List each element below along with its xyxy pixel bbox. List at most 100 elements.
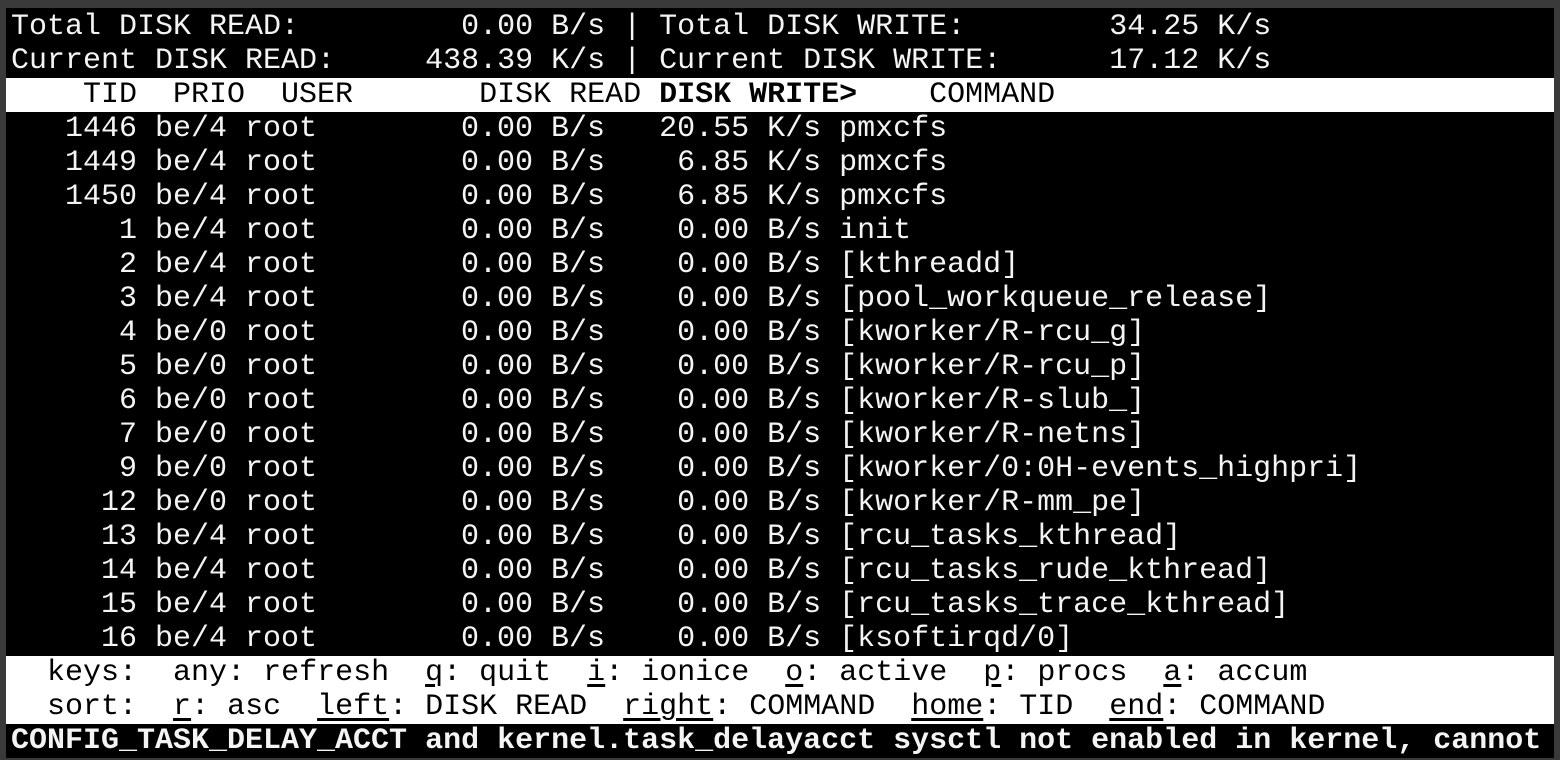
disk-write-cell: 6.85 K/s [677,146,822,180]
tid-cell: 1 [119,214,138,248]
help-text: : ionice [605,656,750,690]
status-message: CONFIG_TASK_DELAY_ACCT and kernel.task_d… [11,724,1542,758]
tid-cell: 6 [119,384,138,418]
user-cell: root [245,180,318,214]
process-row[interactable]: 16 be/4 root 0.00 B/s 0.00 B/s [ksoftirqd/0] [11,622,1073,656]
process-row[interactable]: 1446 be/4 root 0.00 B/s 20.55 K/s pmxcfs [11,112,947,146]
command-cell: [kworker/R-rcu_p] [839,350,1146,384]
disk-write-cell: 0.00 B/s [677,622,822,656]
current-write-label: Current DISK WRITE: [659,44,1002,78]
help-key[interactable]: any [173,656,228,690]
command-cell: [rcu_tasks_kthread] [839,520,1182,554]
process-row[interactable]: 13 be/4 root 0.00 B/s 0.00 B/s [rcu_tasks_kth… [11,520,1181,554]
process-row[interactable]: 5 be/0 root 0.00 B/s 0.00 B/s [kworker/R-rcu_… [11,350,1145,384]
command-cell: [ksoftirqd/0] [839,622,1074,656]
help-key[interactable]: o [785,656,804,690]
column-disk-write[interactable]: DISK WRITE> [659,78,858,112]
help-key[interactable]: q [425,656,444,690]
column-user[interactable]: USER [281,78,354,112]
column-disk-read[interactable]: DISK READ [479,78,642,112]
process-row[interactable]: 9 be/0 root 0.00 B/s 0.00 B/s [kworker/0:0H-e… [11,452,1361,486]
command-cell: [kthreadd] [839,248,1020,282]
disk-read-cell: 0.00 B/s [461,180,606,214]
prio-cell: be/4 [155,520,228,554]
help-item-any[interactable]: any: refresh [173,656,389,690]
command-cell: init [839,214,912,248]
disk-write-cell: 0.00 B/s [677,486,822,520]
column-command[interactable]: COMMAND [929,78,1056,112]
help-key[interactable]: home [911,690,984,724]
help-item-left[interactable]: left: DISK READ [317,690,587,724]
help-text: : COMMAND [1163,690,1326,724]
disk-write-cell: 0.00 B/s [677,350,822,384]
tid-cell: 9 [119,452,138,486]
prio-cell: be/4 [155,146,228,180]
help-item-a[interactable]: a: accum [1163,656,1307,690]
disk-read-cell: 0.00 B/s [461,520,606,554]
prio-cell: be/0 [155,486,228,520]
disk-write-cell: 6.85 K/s [677,180,822,214]
process-row[interactable]: 14 be/4 root 0.00 B/s 0.00 B/s [rcu_tasks_rud… [11,554,1271,588]
disk-read-cell: 0.00 B/s [461,418,606,452]
help-key[interactable]: left [317,690,390,724]
total-read-value: 0.00 B/s [461,10,606,44]
disk-read-cell: 0.00 B/s [461,146,606,180]
help-item-end[interactable]: end: COMMAND [1109,690,1325,724]
process-row[interactable]: 15 be/4 root 0.00 B/s 0.00 B/s [rcu_tasks_tra… [11,588,1289,622]
help-item-o[interactable]: o: active [785,656,947,690]
process-row[interactable]: 2 be/4 root 0.00 B/s 0.00 B/s [kthreadd] [11,248,1019,282]
iotop-terminal[interactable]: Total DISK READ: 0.00 B/s | Total DISK WR… [6,8,1554,758]
tid-cell: 2 [119,248,138,282]
help-text: : active [803,656,948,690]
prio-cell: be/4 [155,248,228,282]
help-item-r[interactable]: r: asc [173,690,281,724]
column-tid[interactable]: TID [83,78,138,112]
process-row[interactable]: 3 be/4 root 0.00 B/s 0.00 B/s [pool_workqueue… [11,282,1271,316]
keys-label: keys: [47,656,138,690]
tid-cell: 12 [101,486,138,520]
disk-write-cell: 0.00 B/s [677,248,822,282]
current-read: Current DISK READ: 438.39 K/s [11,44,605,78]
process-row[interactable]: 4 be/0 root 0.00 B/s 0.00 B/s [kworker/R-rcu_… [11,316,1145,350]
process-row[interactable]: 12 be/0 root 0.00 B/s 0.00 B/s [kworker/R-mm_… [11,486,1145,520]
help-key[interactable]: r [173,690,192,724]
prio-cell: be/0 [155,350,228,384]
help-item-home[interactable]: home: TID [911,690,1073,724]
tid-cell: 5 [119,350,138,384]
separator: | [623,10,642,44]
user-cell: root [245,622,318,656]
disk-read-cell: 0.00 B/s [461,622,606,656]
disk-write-cell: 0.00 B/s [677,554,822,588]
help-item-p[interactable]: p: procs [983,656,1127,690]
process-row[interactable]: 7 be/0 root 0.00 B/s 0.00 B/s [kworker/R-netn… [11,418,1145,452]
disk-read-cell: 0.00 B/s [461,316,606,350]
disk-read-cell: 0.00 B/s [461,452,606,486]
help-key[interactable]: right [623,690,714,724]
user-cell: root [245,316,318,350]
help-key[interactable]: end [1109,690,1164,724]
total-io-line: Total DISK READ: 0.00 B/s | Total DISK WR… [11,10,1271,44]
disk-write-cell: 0.00 B/s [677,520,822,554]
process-row[interactable]: 1 be/4 root 0.00 B/s 0.00 B/s init [11,214,911,248]
process-row[interactable]: 1449 be/4 root 0.00 B/s 6.85 K/s pmxcfs [11,146,947,180]
tid-cell: 1449 [65,146,138,180]
help-key[interactable]: p [983,656,1002,690]
prio-cell: be/4 [155,282,228,316]
help-text: : DISK READ [389,690,588,724]
command-cell: pmxcfs [839,146,948,180]
user-cell: root [245,282,318,316]
user-cell: root [245,350,318,384]
help-item-q[interactable]: q: quit [425,656,551,690]
help-key[interactable]: i [587,656,606,690]
current-read-label: Current DISK READ: [11,44,336,78]
process-row[interactable]: 6 be/0 root 0.00 B/s 0.00 B/s [kworker/R-slub… [11,384,1145,418]
disk-read-cell: 0.00 B/s [461,214,606,248]
disk-write-cell: 0.00 B/s [677,316,822,350]
tid-cell: 13 [101,520,138,554]
help-key[interactable]: a [1163,656,1182,690]
help-item-i[interactable]: i: ionice [587,656,749,690]
help-item-right[interactable]: right: COMMAND [623,690,875,724]
tid-cell: 3 [119,282,138,316]
column-prio[interactable]: PRIO [173,78,246,112]
process-row[interactable]: 1450 be/4 root 0.00 B/s 6.85 K/s pmxcfs [11,180,947,214]
